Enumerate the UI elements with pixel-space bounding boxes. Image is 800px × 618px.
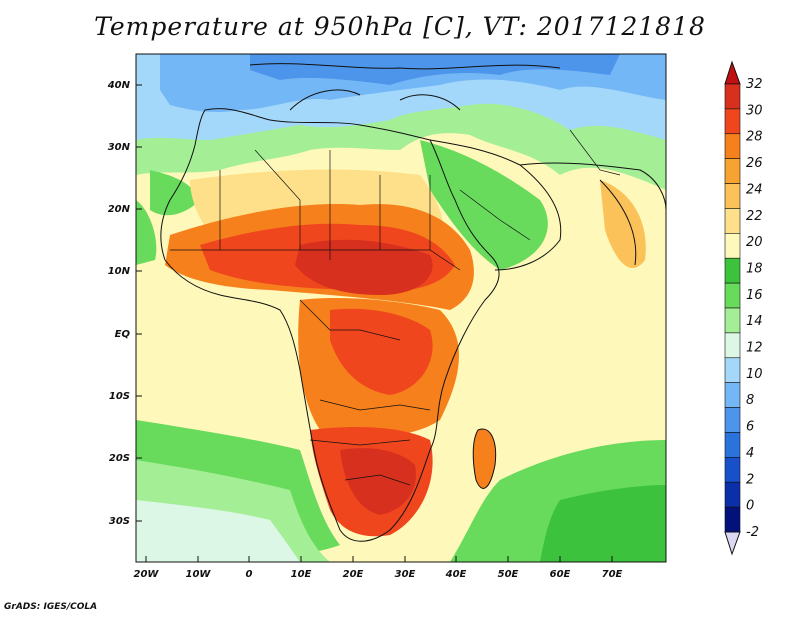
longitude-labels: 20W 10W 0 10E 20E 30E 40E 50E 60E 70E: [134, 569, 623, 580]
lon-label: 70E: [602, 569, 623, 580]
colorbar-label: 12: [746, 341, 763, 356]
colorbar-label: 18: [746, 261, 763, 276]
colorbar-bins: [724, 83, 741, 533]
latitude-ticks: [136, 84, 142, 522]
country-borders: [170, 129, 621, 486]
colorbar-bin: [724, 332, 741, 359]
colorbar-label: 16: [746, 288, 763, 303]
lat-label: 10N: [108, 266, 131, 277]
colorbar-label: -2: [746, 525, 759, 540]
lon-label: 20W: [134, 569, 160, 580]
colorbar-bin: [724, 432, 741, 458]
colorbar-label: 8: [746, 393, 754, 408]
colorbar-label: 22: [746, 209, 763, 224]
lon-label: 20E: [343, 569, 364, 580]
colorbar-bin: [724, 382, 741, 408]
colorbar-bin: [724, 506, 741, 533]
lon-label: 0: [246, 569, 253, 580]
colorbar-bin: [724, 108, 741, 135]
lon-label: 60E: [550, 569, 571, 580]
lat-label: 30N: [108, 142, 131, 153]
colorbar-label: 26: [746, 156, 763, 171]
colorbar-bin: [724, 307, 741, 334]
latitude-labels: 40N 30N 20N 10N EQ 10S 20S 30S: [107, 80, 131, 527]
colorbar-bin: [724, 282, 741, 309]
lat-label: 40N: [107, 80, 131, 91]
colorbar-label: 0: [746, 499, 754, 514]
colorbar-label: 20: [746, 235, 763, 250]
colorbar-label: 14: [746, 314, 763, 329]
colorbar-bin: [724, 481, 741, 508]
colorbar-bin: [724, 233, 741, 259]
colorbar-label: 10: [746, 367, 763, 382]
colorbar-bin: [724, 183, 741, 209]
temperature-field: [136, 54, 666, 562]
colorbar-bin: [724, 158, 741, 184]
colorbar-label: 30: [746, 103, 763, 118]
lon-label: 40E: [445, 569, 467, 580]
lon-label: 30E: [395, 569, 416, 580]
map-title: Temperature at 950hPa [C], VT: 201712181…: [94, 12, 706, 41]
colorbar-label: 32: [746, 77, 763, 92]
colorbar-bottom-arrow: [724, 531, 741, 556]
coastlines: [160, 63, 666, 542]
lat-label: 10S: [109, 391, 130, 402]
colorbar-bin: [724, 208, 741, 234]
colorbar-bin: [724, 257, 741, 284]
lon-label: 10E: [291, 569, 312, 580]
lat-label: 20S: [109, 453, 130, 464]
colorbar-bin: [724, 407, 741, 433]
colorbar-bin: [724, 83, 741, 110]
colorbar-label: 6: [746, 420, 754, 435]
plot-frame: [135, 53, 667, 563]
lon-label: 10W: [186, 569, 212, 580]
colorbar-label: 2: [746, 472, 754, 487]
grads-credit: GrADS: IGES/COLA: [4, 602, 98, 612]
lat-label: 30S: [109, 516, 130, 527]
lat-label: EQ: [115, 329, 131, 340]
colorbar-bin: [724, 457, 741, 483]
colorbar-label: 24: [746, 182, 763, 197]
colorbar-label: 28: [746, 130, 763, 145]
lat-label: 20N: [108, 204, 131, 215]
lon-label: 50E: [498, 569, 519, 580]
colorbar-label: 4: [746, 446, 754, 461]
colorbar-top-arrow: [724, 60, 741, 85]
colorbar-bin: [724, 133, 741, 159]
longitude-ticks: [145, 556, 613, 562]
colorbar-bin: [724, 357, 741, 383]
